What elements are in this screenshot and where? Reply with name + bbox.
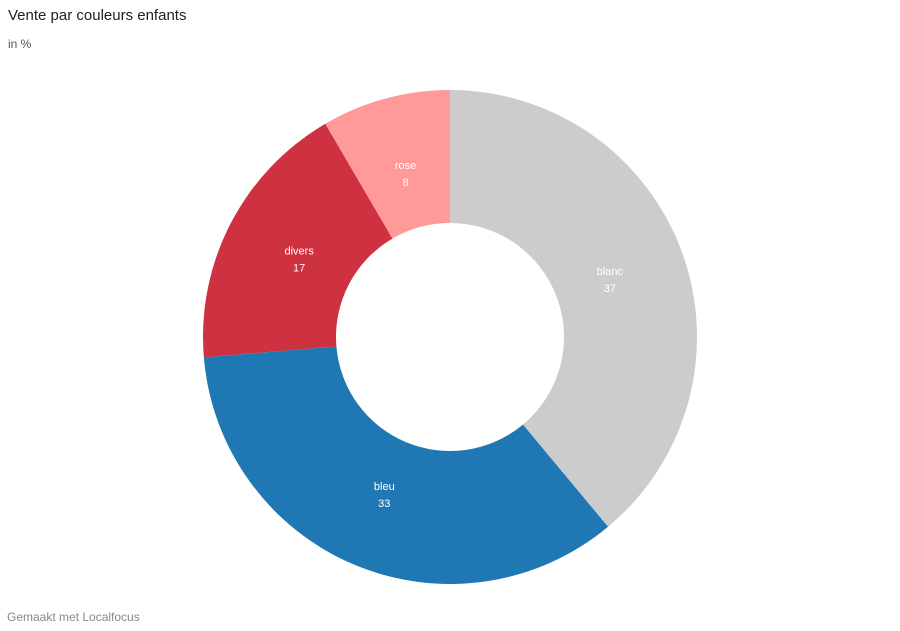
- slice-value-blanc: 37: [604, 283, 616, 295]
- footer-credit: Gemaakt met Localfocus: [7, 610, 140, 624]
- donut-labels: blanc 37 bleu 33 divers 17 rose 8: [285, 160, 624, 510]
- slice-blanc: [450, 90, 697, 527]
- slice-label-rose: rose: [395, 160, 416, 172]
- chart-title: Vente par couleurs enfants: [8, 7, 187, 24]
- chart-subtitle: in %: [8, 37, 32, 51]
- slice-rose: [325, 90, 450, 239]
- donut-slices: [203, 90, 697, 584]
- slice-label-bleu: bleu: [374, 481, 395, 493]
- slice-value-rose: 8: [402, 177, 408, 189]
- slice-bleu: [203, 346, 609, 584]
- slice-value-bleu: 33: [378, 498, 390, 510]
- slice-label-divers: divers: [285, 246, 315, 258]
- slice-divers: [203, 123, 393, 358]
- slice-value-divers: 17: [293, 263, 305, 275]
- slice-label-blanc: blanc: [597, 266, 624, 278]
